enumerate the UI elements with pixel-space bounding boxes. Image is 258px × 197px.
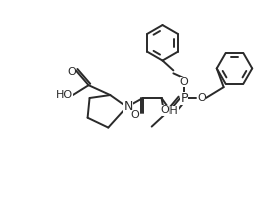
Text: NH: NH bbox=[162, 106, 179, 116]
Text: HO: HO bbox=[56, 90, 74, 100]
Text: O: O bbox=[198, 93, 206, 103]
Text: O: O bbox=[160, 105, 169, 115]
Text: N: N bbox=[123, 100, 133, 113]
Text: O: O bbox=[67, 67, 76, 77]
Text: O: O bbox=[131, 110, 139, 120]
Text: P: P bbox=[180, 92, 188, 104]
Text: O: O bbox=[180, 77, 189, 87]
